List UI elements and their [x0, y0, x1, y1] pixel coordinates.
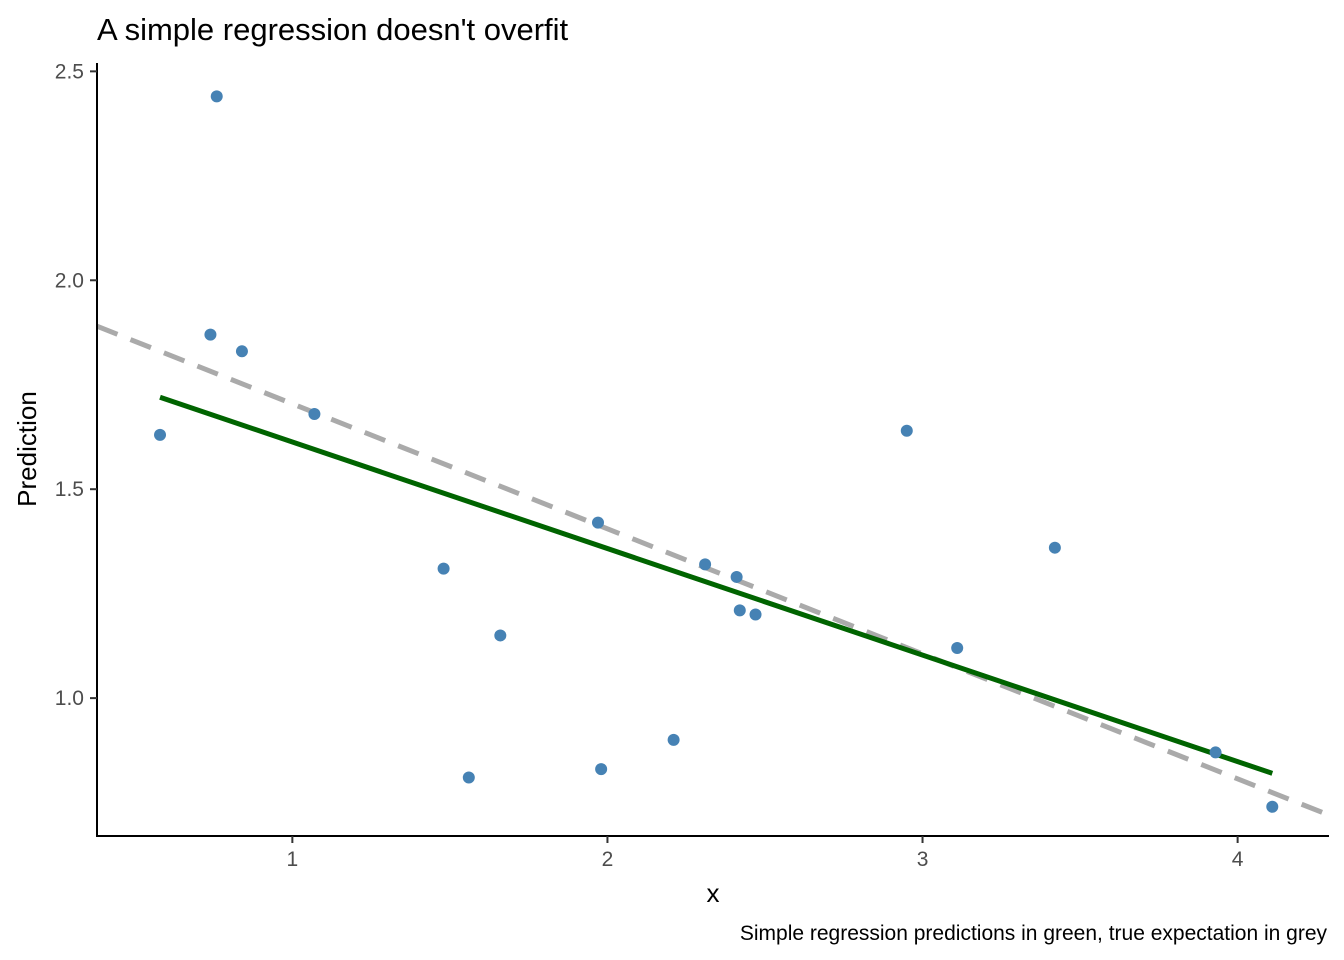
data-point	[235, 345, 248, 358]
data-point	[1266, 800, 1279, 813]
x-tick-label: 1	[287, 848, 299, 871]
y-tick-label: 2.0	[55, 269, 84, 292]
x-axis-title: x	[707, 878, 720, 908]
y-tick-label: 1.5	[55, 478, 84, 501]
data-point	[204, 328, 217, 341]
data-point	[951, 641, 964, 654]
data-point	[154, 428, 167, 441]
data-point	[730, 570, 743, 583]
chart-title: A simple regression doesn't overfit	[97, 12, 569, 47]
y-tick-label: 2.5	[55, 60, 84, 83]
regression-fit-line	[159, 394, 1274, 776]
y-axis-ticks: 1.0 1.5 2.0 2.5	[55, 60, 97, 710]
y-tick-label: 1.0	[55, 687, 84, 710]
data-point	[437, 562, 450, 575]
true-expectation-line	[96, 323, 1330, 818]
data-point	[210, 90, 223, 103]
data-point	[733, 604, 746, 617]
data-point	[699, 558, 712, 571]
x-axis-ticks: 1 2 3 4	[287, 836, 1244, 871]
data-point	[595, 763, 608, 776]
data-point	[591, 516, 604, 529]
data-point	[667, 733, 680, 746]
data-point	[462, 771, 475, 784]
chart-caption: Simple regression predictions in green, …	[740, 922, 1328, 945]
data-point	[749, 608, 762, 621]
y-axis-title: Prediction	[12, 391, 42, 507]
x-tick-label: 2	[602, 848, 614, 871]
data-point	[900, 424, 913, 437]
x-tick-label: 4	[1232, 848, 1244, 871]
data-point	[1209, 746, 1222, 759]
x-tick-label: 3	[917, 848, 929, 871]
data-point	[308, 407, 321, 420]
plot-area	[96, 90, 1330, 818]
data-point	[1048, 541, 1061, 554]
data-point	[494, 629, 507, 642]
